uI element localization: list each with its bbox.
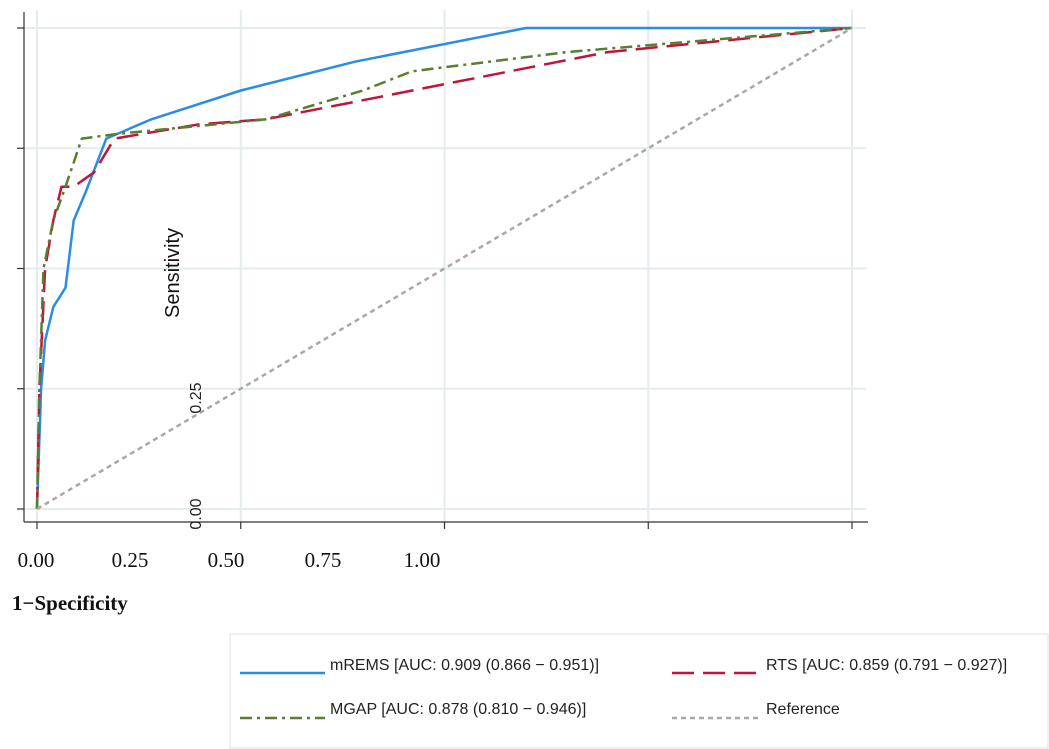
grid (24, 10, 866, 522)
axis-frame (23, 12, 868, 523)
legend-label-1: RTS [AUC: 0.859 (0.791 − 0.927)] (766, 657, 1007, 674)
legend: mREMS [AUC: 0.909 (0.866 − 0.951)] RTS [A… (229, 633, 1049, 749)
x-tick-label-3: 0.75 (305, 548, 342, 572)
series-line-1 (35, 26, 853, 510)
x-axis-title: 1−Specificity (12, 591, 128, 615)
x-tick-label-0: 0.00 (18, 548, 55, 572)
axis-ticks: 0.00 0.25 0.50 0.75 1.00 0.00 0.25 (17, 27, 853, 572)
series-line-0 (35, 26, 852, 510)
y-axis-title: Sensitivity (162, 228, 184, 318)
legend-label-2: MGAP [AUC: 0.878 (0.810 − 0.946)] (330, 701, 586, 718)
x-tick-label-2: 0.50 (208, 548, 245, 572)
series-lines (35, 26, 853, 511)
x-tick-label-4: 1.00 (404, 548, 441, 572)
legend-label-0: mREMS [AUC: 0.909 (0.866 − 0.951)] (330, 657, 599, 674)
x-tick-label-1: 0.25 (112, 548, 149, 572)
y-axis-title-group: Sensitivity (162, 228, 184, 318)
legend-label-3: Reference (766, 701, 840, 718)
y-tick-label-1: 0.25 (188, 382, 205, 413)
y-tick-label-0: 0.00 (188, 498, 205, 529)
legend-box (229, 633, 1049, 749)
series-line-3 (36, 26, 853, 511)
